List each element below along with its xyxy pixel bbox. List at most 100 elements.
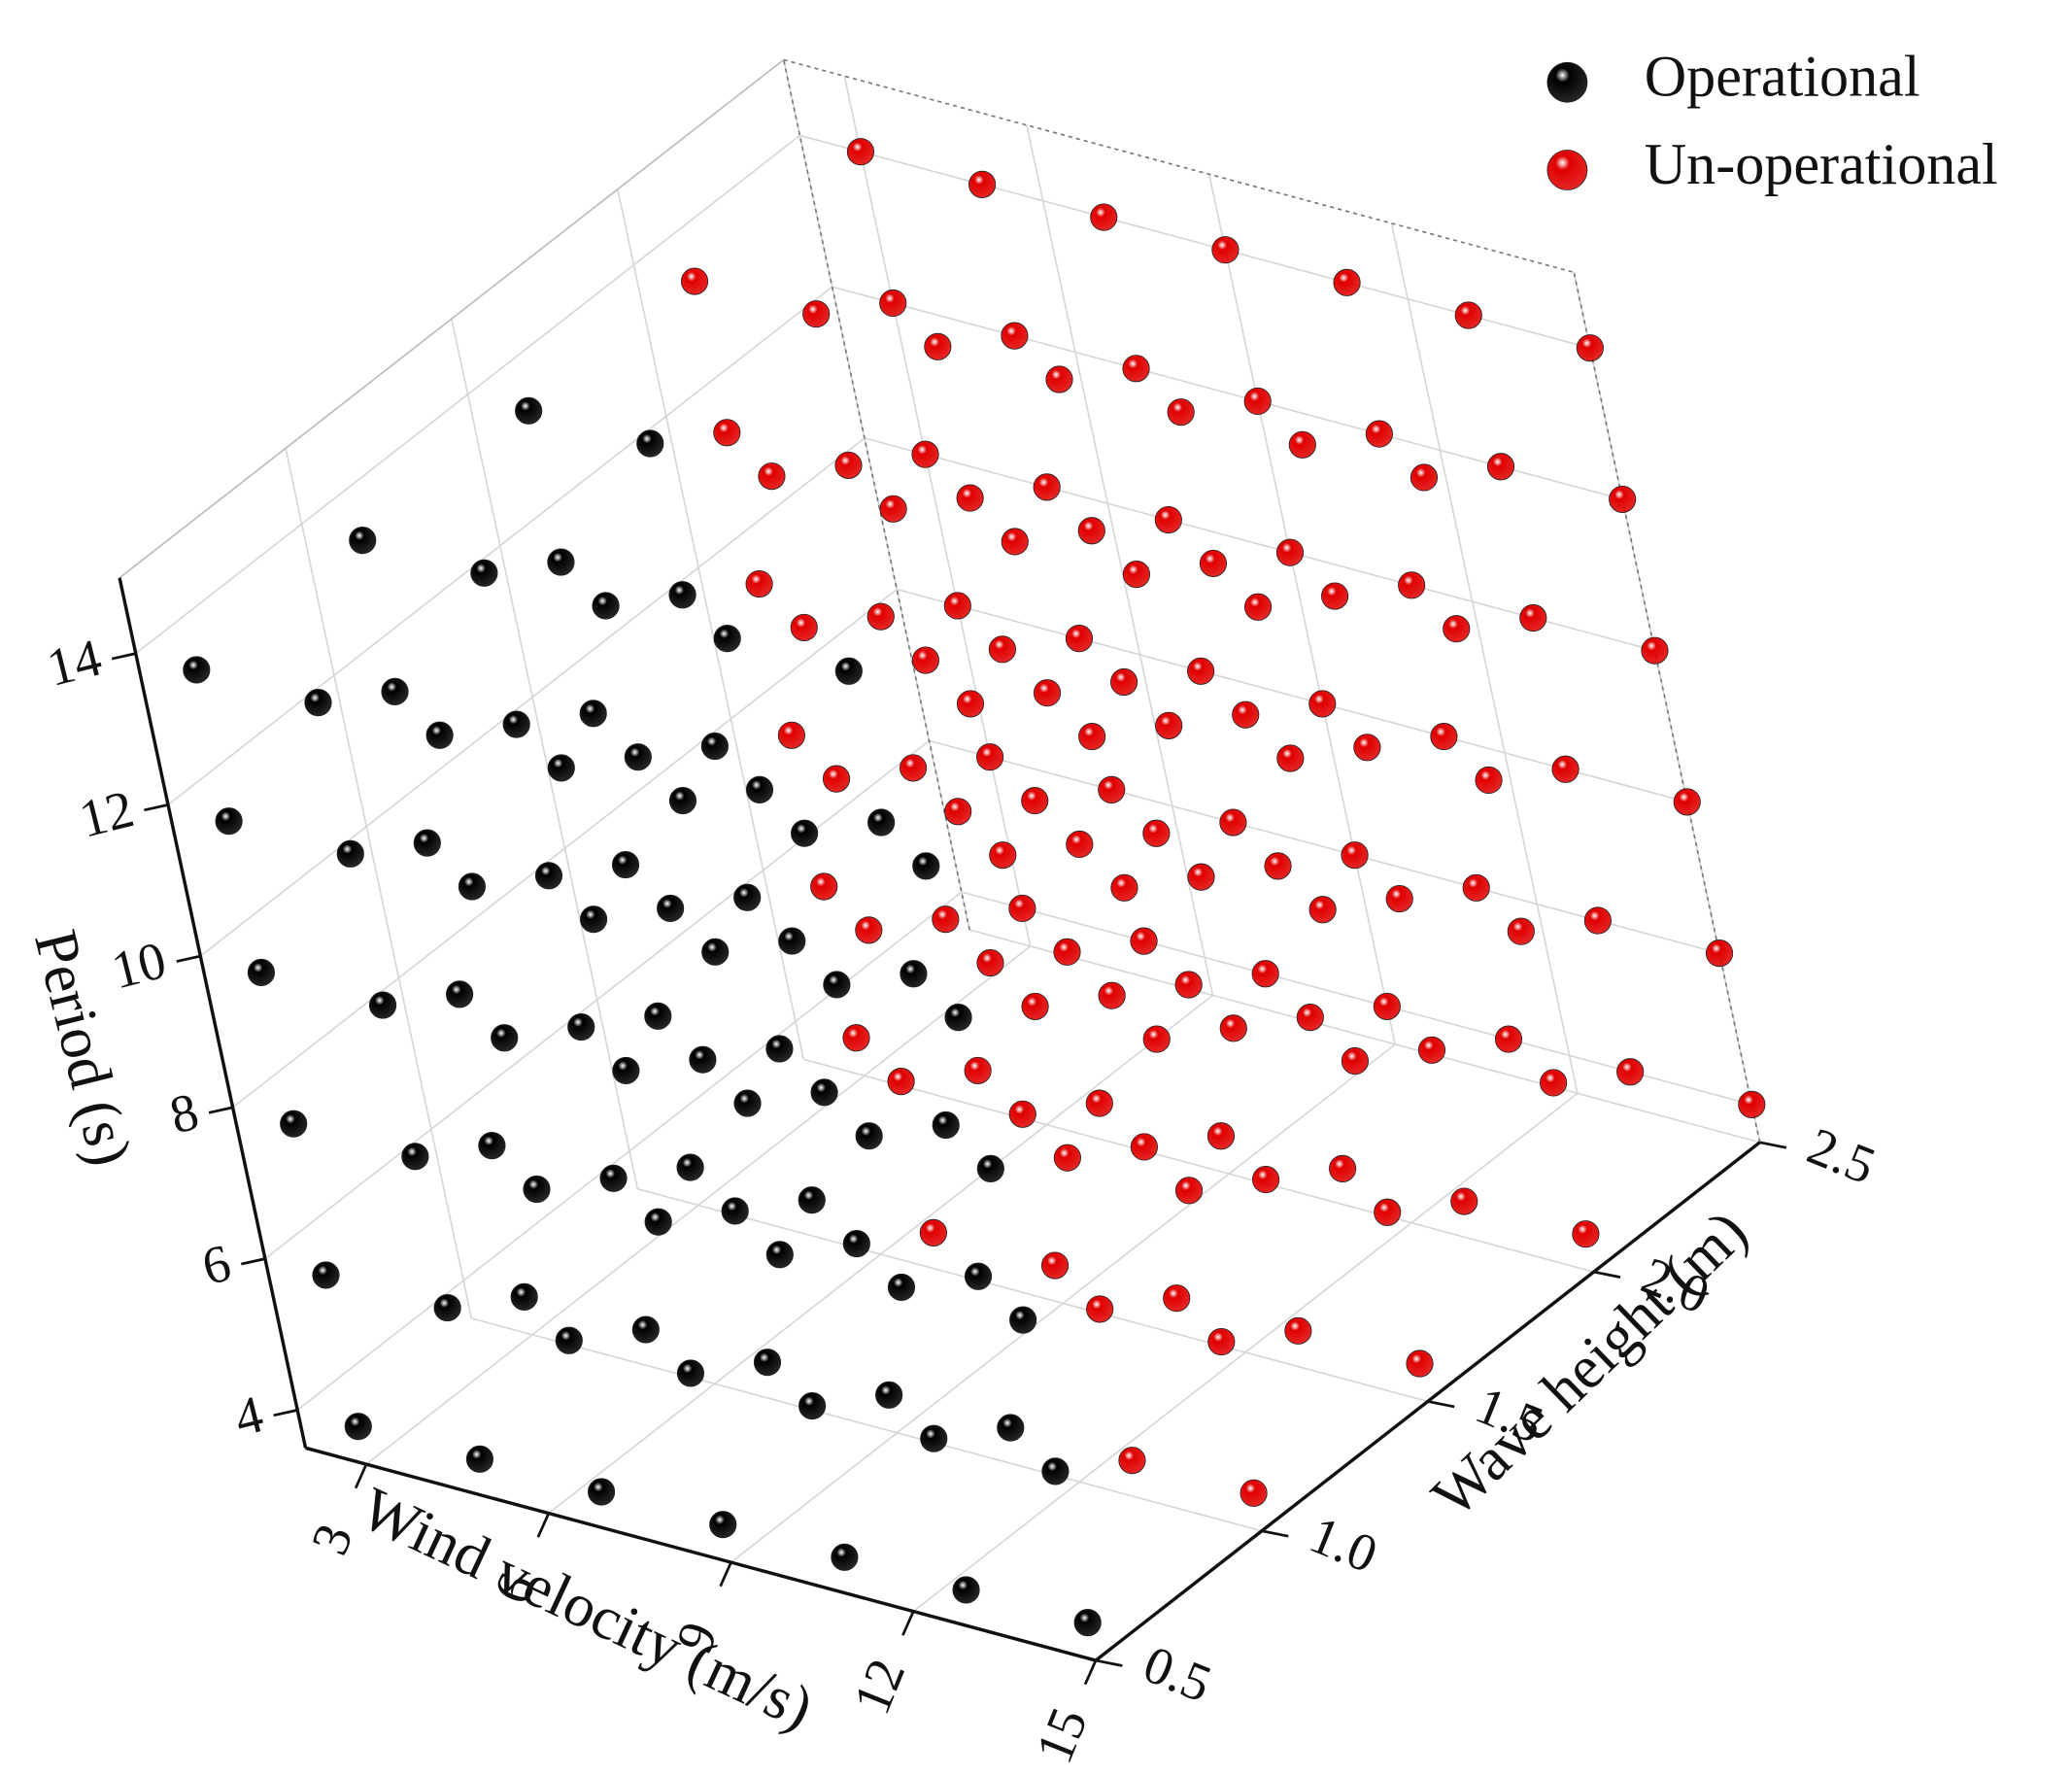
grid-line xyxy=(1026,124,1214,996)
legend-label: Operational xyxy=(1645,45,1920,110)
point xyxy=(433,1294,461,1322)
legend-label: Un-operational xyxy=(1645,132,1998,197)
point xyxy=(846,138,875,166)
point xyxy=(911,646,939,674)
point xyxy=(1243,387,1272,416)
point xyxy=(1110,873,1138,902)
point xyxy=(1450,1187,1478,1215)
point xyxy=(599,1164,628,1192)
point xyxy=(1122,355,1150,383)
point xyxy=(1118,1447,1146,1475)
point xyxy=(1174,1177,1204,1205)
z-tick xyxy=(240,1257,266,1266)
grid-line xyxy=(1207,174,1396,1045)
point xyxy=(1199,549,1228,577)
point xyxy=(1308,896,1337,924)
grid-line xyxy=(617,188,805,1060)
point xyxy=(1353,734,1381,762)
point xyxy=(802,300,831,328)
y-tick xyxy=(1261,1529,1289,1538)
point xyxy=(1008,1100,1036,1128)
point xyxy=(956,484,984,512)
point xyxy=(1341,1046,1370,1076)
point xyxy=(1251,1166,1280,1194)
point xyxy=(1486,453,1515,481)
box-edge xyxy=(782,59,970,931)
point xyxy=(944,1004,972,1032)
point xyxy=(924,332,952,360)
point xyxy=(1641,636,1669,665)
point xyxy=(956,690,985,718)
point xyxy=(1462,873,1490,902)
point xyxy=(523,1175,551,1204)
point xyxy=(1021,786,1049,815)
point xyxy=(491,1024,519,1052)
point xyxy=(1045,365,1073,393)
grid-line xyxy=(167,286,833,806)
point xyxy=(1240,1479,1268,1507)
point xyxy=(1365,420,1393,448)
grid-line xyxy=(637,1187,1429,1403)
point xyxy=(810,872,838,901)
grid-line xyxy=(135,134,800,655)
point xyxy=(1738,1090,1766,1118)
point xyxy=(592,592,620,620)
y-tick xyxy=(1427,1400,1455,1409)
point xyxy=(534,862,563,890)
point xyxy=(611,850,640,879)
point xyxy=(1417,1036,1446,1064)
point xyxy=(944,798,972,826)
point xyxy=(1275,538,1305,566)
point xyxy=(778,927,806,955)
point xyxy=(976,1154,1004,1182)
grid-line xyxy=(471,1317,1263,1532)
point xyxy=(1130,927,1158,955)
point xyxy=(1551,755,1579,783)
legend-marker xyxy=(1546,61,1588,103)
point xyxy=(798,1391,827,1420)
point xyxy=(875,1381,903,1409)
point xyxy=(899,754,928,782)
point xyxy=(1053,1144,1081,1172)
point xyxy=(822,765,851,793)
point xyxy=(1207,1327,1236,1356)
point xyxy=(1219,808,1247,837)
point xyxy=(1494,1025,1523,1053)
grid-line xyxy=(843,76,1032,947)
x-tick xyxy=(1083,1659,1098,1686)
point xyxy=(1065,625,1094,653)
point xyxy=(567,1012,595,1042)
point xyxy=(470,559,498,587)
point xyxy=(1077,517,1105,545)
z-axis xyxy=(118,577,308,1449)
point xyxy=(1174,971,1203,999)
point xyxy=(312,1261,340,1289)
point xyxy=(215,807,243,836)
point xyxy=(988,635,1017,664)
point xyxy=(976,948,1004,977)
point xyxy=(887,1273,916,1302)
point xyxy=(413,829,441,857)
point xyxy=(952,1576,980,1604)
x-tick xyxy=(536,1513,551,1538)
x-tick xyxy=(719,1561,732,1588)
point xyxy=(834,657,863,685)
point xyxy=(1021,992,1049,1020)
y-tick xyxy=(1095,1658,1123,1667)
point xyxy=(997,1414,1025,1442)
point xyxy=(911,440,939,468)
point xyxy=(425,721,454,749)
point xyxy=(1086,1295,1114,1323)
point xyxy=(855,916,883,944)
point xyxy=(1373,992,1401,1021)
point xyxy=(1090,203,1118,231)
grid-line xyxy=(264,739,931,1260)
point xyxy=(1122,561,1150,589)
z-tick xyxy=(144,803,169,812)
point xyxy=(866,602,895,631)
point xyxy=(478,1132,506,1160)
point xyxy=(1232,700,1260,729)
point xyxy=(745,775,774,803)
x-tick xyxy=(901,1611,915,1636)
